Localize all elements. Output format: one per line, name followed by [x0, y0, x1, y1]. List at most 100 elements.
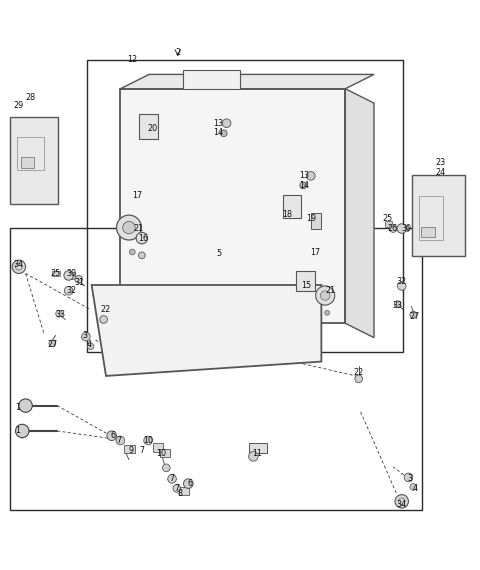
Text: 14: 14 — [300, 181, 310, 190]
Bar — [17, 137, 44, 170]
Circle shape — [168, 475, 176, 483]
Circle shape — [144, 436, 153, 445]
Circle shape — [324, 311, 329, 315]
Text: 7: 7 — [174, 484, 180, 493]
Circle shape — [249, 451, 258, 461]
Text: 20: 20 — [148, 124, 158, 132]
Text: 21: 21 — [325, 286, 335, 295]
Circle shape — [123, 221, 135, 234]
Circle shape — [87, 343, 94, 349]
Text: 1: 1 — [15, 426, 20, 435]
Circle shape — [316, 286, 335, 305]
Bar — [283, 195, 301, 218]
Bar — [153, 443, 163, 451]
Circle shape — [130, 249, 135, 255]
Circle shape — [173, 484, 180, 492]
Circle shape — [56, 311, 62, 317]
Text: 25: 25 — [50, 268, 61, 278]
Circle shape — [321, 291, 330, 300]
Circle shape — [136, 233, 148, 244]
Text: 33: 33 — [392, 300, 402, 310]
Bar — [384, 221, 392, 227]
Bar — [65, 272, 75, 279]
Text: 8: 8 — [178, 488, 183, 498]
Text: 34: 34 — [397, 500, 407, 508]
Text: 21: 21 — [133, 224, 144, 233]
Text: 22: 22 — [100, 306, 110, 315]
Text: 18: 18 — [282, 210, 292, 219]
Bar — [182, 70, 240, 89]
Circle shape — [307, 172, 315, 180]
Polygon shape — [92, 285, 322, 376]
Text: 28: 28 — [25, 93, 36, 102]
Circle shape — [117, 215, 142, 240]
Text: 9: 9 — [128, 446, 133, 455]
Text: 26: 26 — [387, 224, 397, 233]
Text: 6: 6 — [111, 431, 116, 440]
Circle shape — [107, 431, 117, 441]
Text: 3: 3 — [82, 331, 87, 340]
Text: 22: 22 — [354, 368, 364, 377]
Text: 4: 4 — [412, 484, 417, 493]
Circle shape — [100, 316, 108, 323]
Text: 30: 30 — [67, 268, 76, 278]
Text: 7: 7 — [139, 446, 144, 455]
Text: 15: 15 — [301, 282, 311, 291]
Text: 23: 23 — [435, 158, 445, 168]
Circle shape — [404, 473, 413, 482]
Text: 34: 34 — [14, 260, 24, 270]
Circle shape — [19, 399, 32, 412]
Text: 2: 2 — [175, 48, 180, 58]
Text: 25: 25 — [382, 214, 393, 223]
Text: 13: 13 — [300, 172, 310, 180]
Circle shape — [49, 340, 56, 347]
Bar — [21, 157, 34, 168]
Circle shape — [220, 130, 227, 137]
Circle shape — [395, 495, 408, 508]
Circle shape — [300, 182, 307, 189]
Text: 24: 24 — [435, 168, 445, 177]
Text: 27: 27 — [47, 340, 58, 349]
Circle shape — [15, 424, 29, 438]
Circle shape — [116, 436, 125, 445]
Text: 27: 27 — [409, 312, 420, 320]
Text: 14: 14 — [214, 128, 224, 137]
Bar — [124, 445, 135, 454]
Bar — [179, 487, 189, 495]
Text: 17: 17 — [311, 248, 321, 257]
Polygon shape — [120, 75, 374, 89]
Polygon shape — [120, 89, 345, 323]
Circle shape — [397, 282, 406, 290]
Circle shape — [64, 271, 73, 280]
Text: 29: 29 — [14, 101, 24, 110]
Text: 17: 17 — [132, 190, 142, 200]
Circle shape — [183, 479, 193, 488]
Bar — [159, 449, 170, 457]
Circle shape — [397, 224, 407, 233]
Circle shape — [222, 119, 231, 128]
Text: 4: 4 — [87, 340, 92, 349]
Bar — [399, 225, 408, 231]
Circle shape — [82, 332, 90, 341]
Text: 19: 19 — [306, 214, 316, 223]
Text: 13: 13 — [214, 119, 224, 128]
Polygon shape — [10, 117, 58, 203]
Bar — [249, 443, 267, 454]
Text: 33: 33 — [56, 310, 66, 319]
Text: 10: 10 — [143, 436, 153, 445]
Text: 32: 32 — [396, 276, 407, 286]
Circle shape — [389, 225, 397, 233]
Text: 16: 16 — [138, 234, 148, 243]
Text: 11: 11 — [252, 449, 262, 458]
Circle shape — [139, 252, 145, 259]
Bar — [421, 227, 435, 237]
Circle shape — [355, 375, 362, 382]
Circle shape — [64, 287, 73, 295]
Circle shape — [12, 260, 25, 274]
Circle shape — [410, 483, 417, 490]
Text: 7: 7 — [117, 436, 122, 445]
Circle shape — [394, 301, 401, 307]
Text: 6: 6 — [187, 479, 192, 488]
Bar — [311, 213, 322, 229]
Bar — [140, 114, 157, 139]
